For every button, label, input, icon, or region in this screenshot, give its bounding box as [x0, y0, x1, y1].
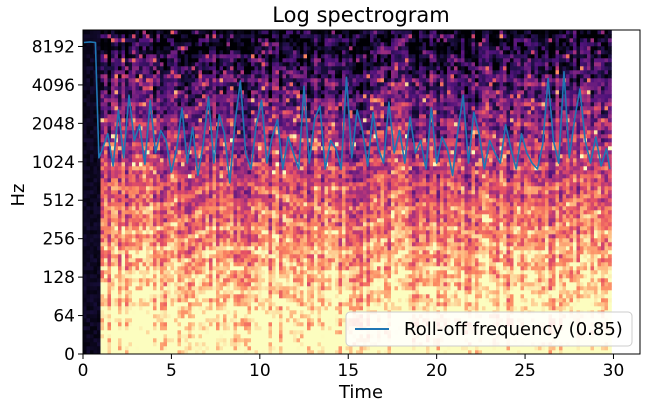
- chart-title: Log spectrogram: [272, 3, 449, 27]
- x-tick-label: 15: [337, 361, 359, 381]
- y-tick-label: 1024: [32, 153, 75, 173]
- y-axis-label: Hz: [8, 184, 29, 207]
- y-tick-label: 64: [53, 307, 75, 327]
- y-tick-label: 128: [43, 268, 75, 288]
- y-tick-label: 256: [43, 230, 75, 250]
- x-tick-label: 25: [514, 361, 536, 381]
- legend-box: [345, 311, 633, 347]
- spectrogram-heatmap: [83, 30, 612, 354]
- y-axis-ticks: 0 64 128 256 512 1024 2048 4096 8192: [32, 37, 83, 365]
- legend-label: Roll-off frequency (0.85): [404, 319, 623, 340]
- y-tick-label: 8192: [32, 37, 75, 57]
- x-axis-label: Time: [338, 382, 383, 403]
- y-tick-label: 2048: [32, 114, 75, 134]
- x-tick-label: 20: [426, 361, 448, 381]
- x-axis-ticks: 0 5 10 15 20 25 30: [78, 354, 625, 381]
- x-tick-label: 30: [603, 361, 625, 381]
- x-tick-label: 0: [78, 361, 89, 381]
- y-tick-label: 4096: [32, 76, 75, 96]
- plot-frame: [82, 29, 641, 355]
- x-tick-label: 5: [166, 361, 177, 381]
- x-tick-label: 10: [249, 361, 271, 381]
- legend: Roll-off frequency (0.85): [345, 311, 633, 347]
- y-tick-label: 512: [43, 191, 75, 211]
- rolloff-line: [83, 41, 611, 184]
- plot-area: [83, 30, 640, 354]
- y-tick-label: 0: [64, 345, 75, 365]
